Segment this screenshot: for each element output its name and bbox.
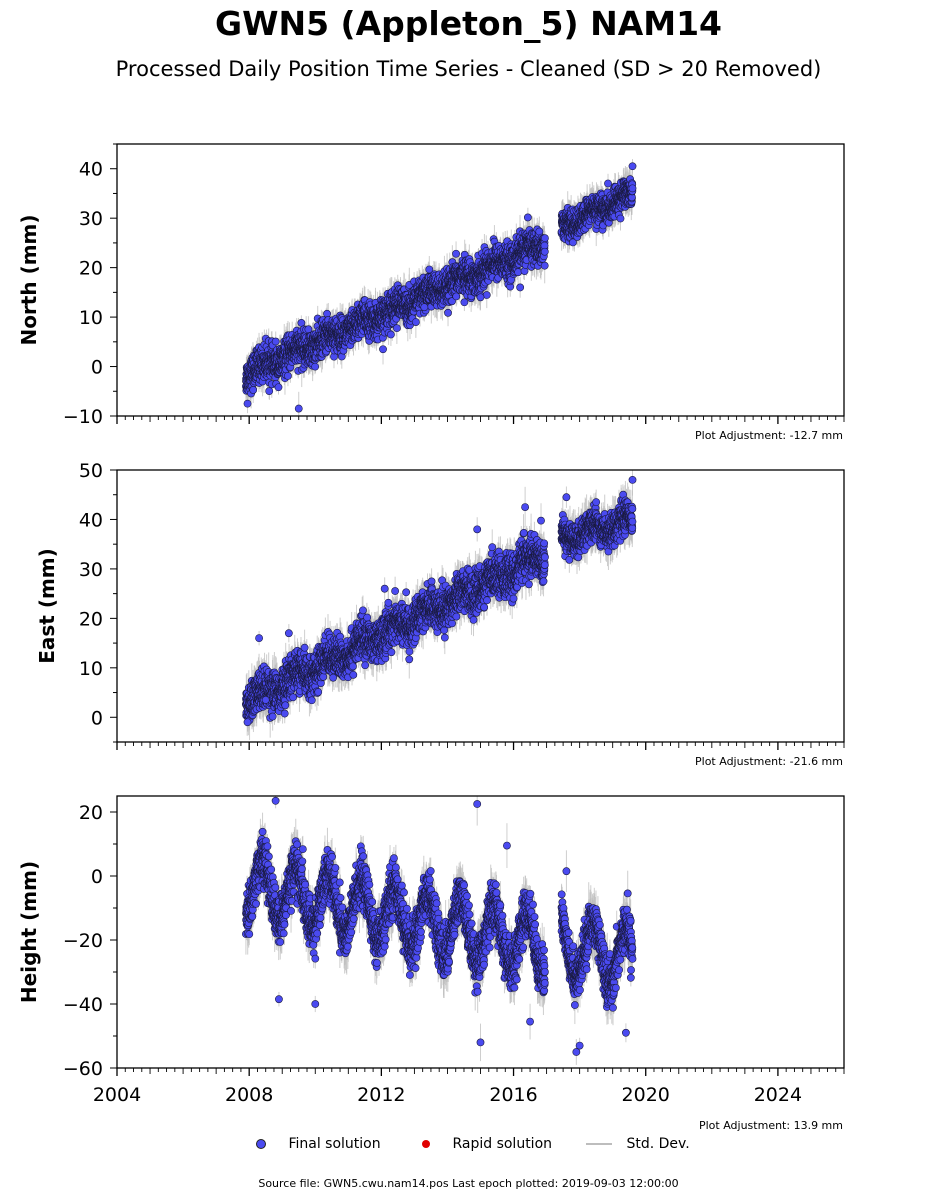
data-point [249, 386, 258, 394]
data-point [311, 362, 320, 371]
chart-title: GWN5 (Appleton_5) NAM14 [0, 4, 937, 43]
data-point [284, 371, 292, 380]
chart-subtitle: Processed Daily Position Time Series - C… [0, 57, 937, 81]
data-point [265, 387, 274, 395]
data-point [274, 383, 283, 392]
plot-area-0 [242, 159, 637, 416]
data-point [271, 337, 280, 346]
